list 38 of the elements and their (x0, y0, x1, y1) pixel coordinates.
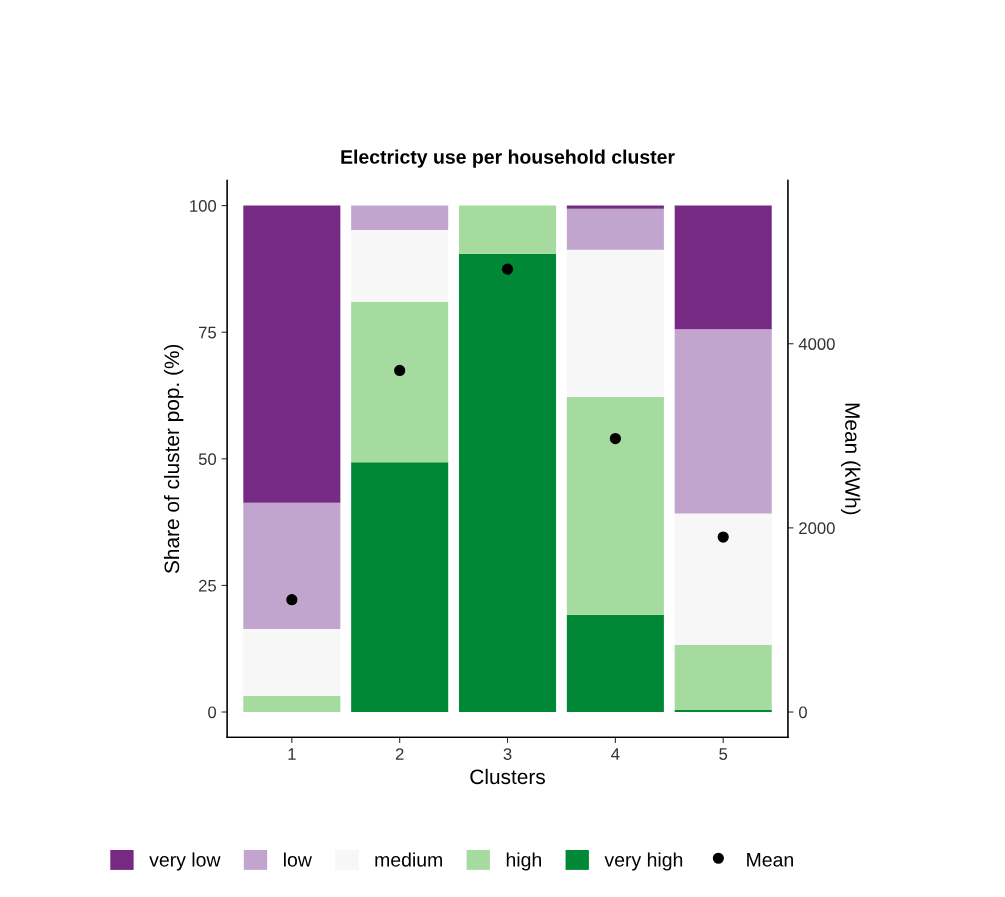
x-axis-title: Clusters (470, 768, 545, 785)
legend-label: low (284, 852, 312, 867)
bar (459, 205, 557, 254)
y-tick-label: 75 (199, 326, 217, 339)
point (609, 432, 621, 445)
x-tick-label: 1 (288, 748, 296, 760)
y-tick-label: 100 (190, 200, 217, 212)
y-axis-title: Share of cluster pop. (%) (163, 344, 184, 574)
x-tick-label: 5 (719, 748, 728, 760)
bar (243, 205, 341, 503)
bar (351, 462, 449, 713)
legend-label: medium (375, 852, 442, 867)
chart-title: Electricty use per household cluster (341, 149, 675, 168)
x-tick-label: 4 (611, 748, 620, 760)
bar (566, 208, 664, 250)
bar (566, 205, 664, 209)
x-tick-label: 3 (503, 748, 512, 760)
y-tick-label: 50 (198, 453, 217, 466)
bar (243, 695, 341, 713)
legend-label: very high (604, 852, 683, 871)
point (286, 594, 298, 606)
bar (674, 709, 772, 713)
point (501, 263, 514, 275)
bar (459, 253, 557, 713)
y2-tick-label: 0 (798, 706, 807, 719)
y2-tick-label: 2000 (799, 522, 835, 535)
bar (566, 614, 664, 713)
x-tick-label: 2 (395, 748, 404, 760)
legend-label: very low (149, 852, 221, 871)
point (394, 364, 406, 377)
y2-axis-title: Mean (kWh) (841, 403, 861, 515)
point (717, 531, 729, 543)
y-tick-label: 0 (208, 706, 217, 719)
y2-tick-label: 4000 (798, 338, 835, 350)
legend-label: high (506, 852, 541, 871)
y-tick-label: 25 (199, 579, 217, 592)
bar (674, 205, 772, 330)
legend-label: Mean (747, 853, 793, 867)
